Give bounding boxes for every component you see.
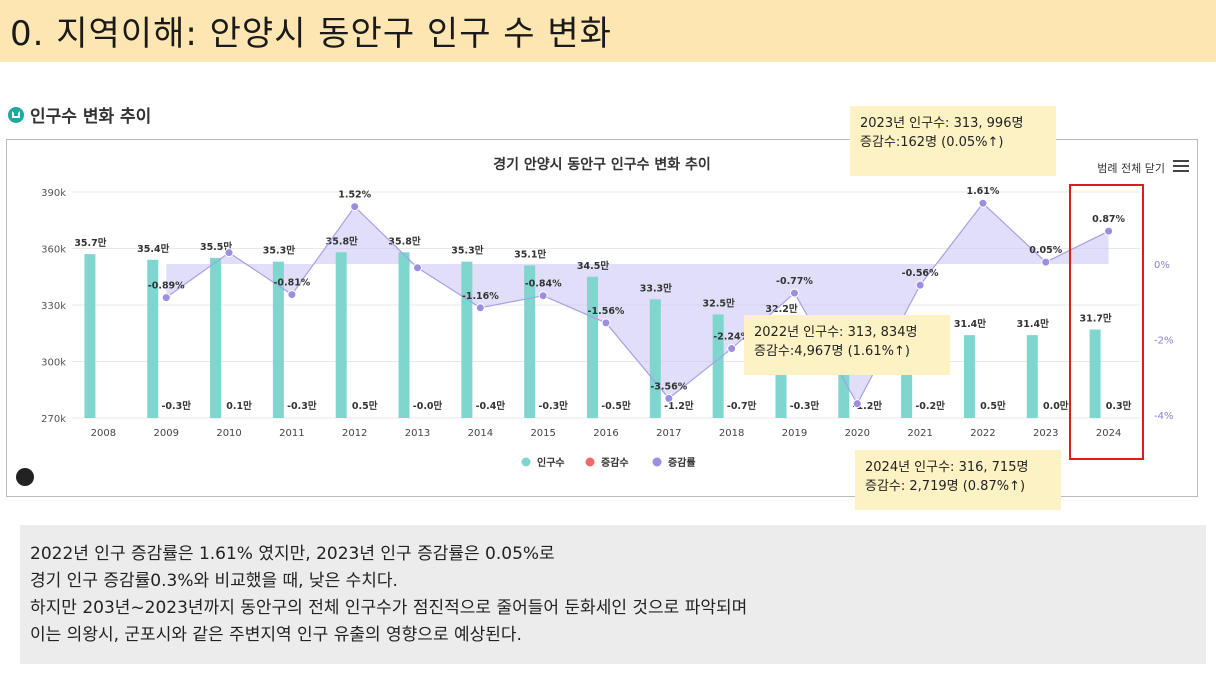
tooltip-2024-line2: 증감수: 2,719명 (0.87%↑) (865, 479, 1026, 494)
page-title: 0. 지역이해: 안양시 동안구 인구 수 변화 (10, 14, 612, 54)
note-line: 하지만 203년~2023년까지 동안구의 전체 인구수가 점진적으로 줄어들어… (30, 598, 748, 618)
home-icon (8, 106, 24, 123)
tooltip-2023: 2023년 인구수: 313, 996명 증감수:162명 (0.05%↑) (850, 106, 1056, 176)
legend-toggle-button[interactable]: 범례 전체 닫기 (1097, 162, 1165, 175)
tooltip-2022: 2022년 인구수: 313, 834명 증감수:4,967명 (1.61%↑) (744, 315, 950, 375)
site-logo-icon (16, 468, 34, 486)
notes-panel: 2022년 인구 증감률은 1.61% 였지만, 2023년 인구 증감률은 0… (20, 525, 1206, 664)
chart-container: 경기 안양시 동안구 인구수 변화 추이 범례 전체 닫기 (6, 139, 1198, 497)
section-heading-text: 인구수 변화 추이 (30, 107, 152, 127)
chart-title: 경기 안양시 동안구 인구수 변화 추이 (493, 157, 711, 173)
tooltip-2022-line2: 증감수:4,967명 (1.61%↑) (754, 344, 910, 359)
highlight-box-2024 (1069, 184, 1144, 460)
title-bar: 0. 지역이해: 안양시 동안구 인구 수 변화 (0, 0, 1216, 62)
tooltip-2023-line2: 증감수:162명 (0.05%↑) (860, 135, 1004, 150)
note-line: 이는 의왕시, 군포시와 같은 주변지역 인구 유출의 영향으로 예상된다. (30, 625, 522, 645)
menu-icon[interactable] (1173, 160, 1189, 172)
tooltip-2023-line1: 2023년 인구수: 313, 996명 (860, 116, 1024, 131)
section-heading: 인구수 변화 추이 (8, 102, 151, 127)
note-line: 경기 인구 증감률0.3%와 비교했을 때, 낮은 수치다. (30, 571, 398, 591)
tooltip-2024: 2024년 인구수: 316, 715명 증감수: 2,719명 (0.87%↑… (855, 450, 1061, 510)
tooltip-2024-line1: 2024년 인구수: 316, 715명 (865, 460, 1029, 475)
note-line: 2022년 인구 증감률은 1.61% 였지만, 2023년 인구 증감률은 0… (30, 544, 555, 564)
tooltip-2022-line1: 2022년 인구수: 313, 834명 (754, 325, 918, 340)
